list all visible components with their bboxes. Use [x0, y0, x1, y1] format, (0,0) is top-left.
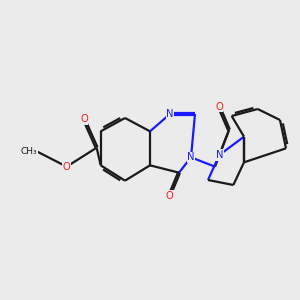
Text: O: O: [215, 102, 223, 112]
Text: N: N: [187, 152, 195, 162]
Text: N: N: [166, 109, 174, 119]
Text: O: O: [166, 191, 173, 201]
Text: O: O: [80, 114, 88, 124]
Text: CH₃: CH₃: [21, 147, 37, 156]
Text: N: N: [216, 150, 223, 160]
Text: O: O: [63, 162, 70, 172]
